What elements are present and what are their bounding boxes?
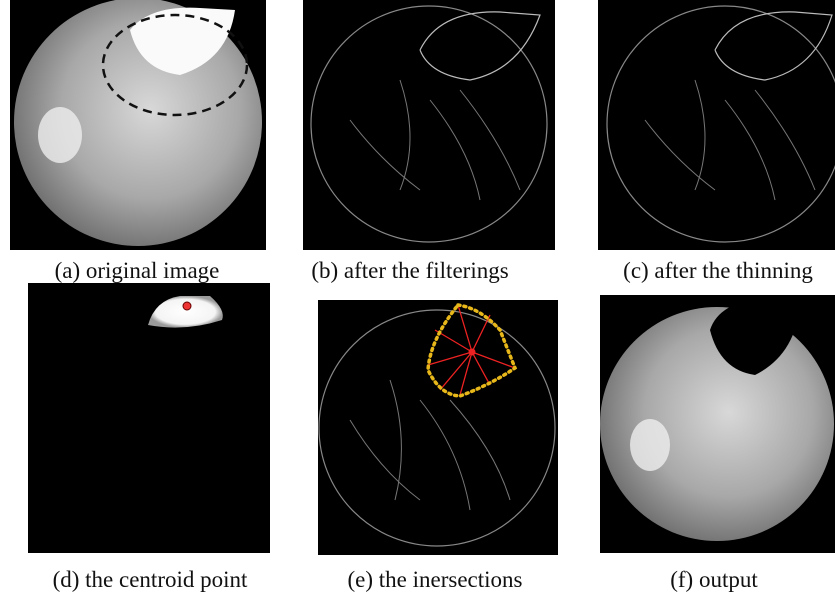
caption: (b) after the filterings [311, 258, 508, 283]
caption: (e) the inersections [348, 567, 523, 592]
caption: (c) after the thinning [623, 258, 813, 283]
panel-a: (a) original image [10, 0, 266, 283]
centroid-point [469, 349, 476, 356]
caption: (a) original image [55, 258, 220, 283]
panel-d: (d) the centroid point [28, 283, 270, 592]
bright-spot [38, 107, 82, 163]
panel-b: (b) after the filterings [303, 0, 555, 283]
panel-f: (f) output [600, 295, 835, 592]
image-background [598, 0, 835, 250]
figure: (a) original image (b) after the filteri… [0, 0, 835, 596]
panel-c: (c) after the thinning [598, 0, 835, 283]
panel-e: (e) the inersections [318, 300, 558, 592]
centroid-point [183, 302, 191, 310]
caption: (f) output [670, 567, 758, 592]
page: (a) original image (b) after the filteri… [0, 0, 835, 596]
image-background [303, 0, 555, 250]
bright-spot [630, 419, 670, 471]
caption: (d) the centroid point [53, 567, 248, 592]
